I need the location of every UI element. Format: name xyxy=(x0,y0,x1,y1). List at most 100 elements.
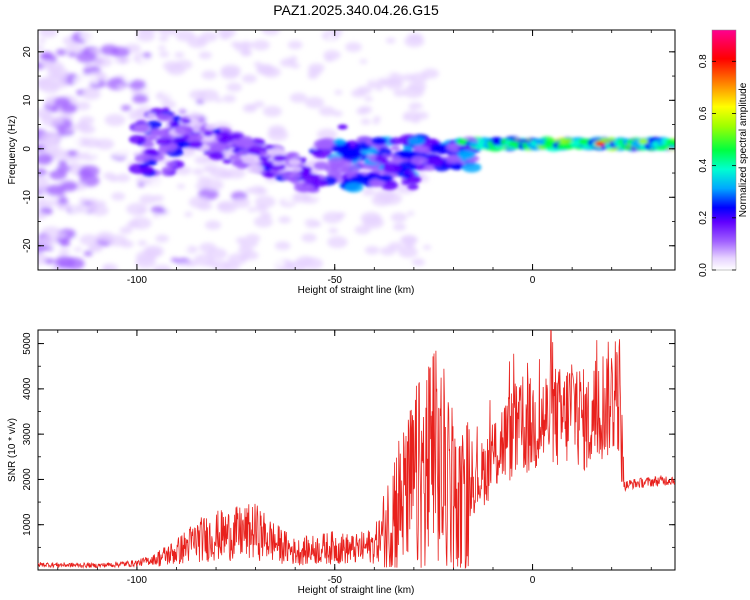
spectrogram-speckle xyxy=(59,240,71,247)
spectrogram-speckle xyxy=(195,99,205,105)
spectrogram-speckle xyxy=(313,221,322,227)
spectrogram-speckle xyxy=(269,249,289,261)
spectrogram-speckle xyxy=(241,74,258,84)
spectrogram-speckle xyxy=(162,86,182,98)
spectrogram-speckle xyxy=(85,204,95,210)
spectrogram-speckle xyxy=(204,179,224,191)
snr-frame xyxy=(37,329,676,571)
spectrogram-speckle xyxy=(328,227,339,234)
spectrogram-blob xyxy=(407,183,419,190)
spectrogram-speckle xyxy=(60,103,78,114)
spectrogram-speckle xyxy=(115,173,131,183)
spectrogram-speckle xyxy=(360,118,371,125)
spectrogram-speckle xyxy=(103,172,116,180)
spectrogram-speckle xyxy=(299,222,307,228)
spectrogram-speckle xyxy=(422,244,432,250)
spectrogram-speckle xyxy=(120,104,132,112)
spectrogram-speckle xyxy=(401,73,416,82)
spectrogram-speckle xyxy=(316,128,338,141)
colorbar-tick-label: 0.8 xyxy=(698,54,709,68)
spectrogram-speckle xyxy=(143,248,161,258)
spectrogram-speckle xyxy=(38,201,45,209)
spectrogram-speckle xyxy=(157,30,178,36)
spectrogram-speckle xyxy=(262,105,282,117)
spectrogram-speckle xyxy=(238,245,254,255)
spectrogram-blob xyxy=(371,136,388,146)
spectrogram-speckle xyxy=(170,257,179,263)
spectrogram-speckle xyxy=(126,202,148,216)
spectrogram-speckle xyxy=(90,78,100,85)
spectrogram-speckle xyxy=(67,52,77,58)
spectrogram-blob xyxy=(390,145,401,151)
spectrogram-speckle xyxy=(230,41,241,48)
spectrogram-speckle xyxy=(287,40,303,50)
spectrogram-speckle xyxy=(380,192,403,205)
spectrogram-speckle xyxy=(137,30,157,35)
snr-xtick-label: -100 xyxy=(127,575,147,586)
spectrogram-speckle xyxy=(57,159,68,166)
spectrogram-speckle xyxy=(88,243,104,253)
spectrogram-blob xyxy=(449,162,464,170)
spectrogram-speckle xyxy=(202,58,215,65)
spectrogram-speckle xyxy=(161,100,177,109)
spectrogram-blob xyxy=(139,166,155,174)
spectrogram-speckle xyxy=(390,78,399,84)
spectrogram-speckle xyxy=(107,234,128,247)
spectrogram-speckle xyxy=(102,265,112,270)
spectrogram-speckle xyxy=(215,98,223,103)
spectrogram-speckle xyxy=(362,216,384,229)
spectrogram-speckle xyxy=(421,68,439,79)
spectrogram-speckle xyxy=(247,207,256,213)
spectrogram-speckle xyxy=(264,185,272,190)
spectrogram-speckle xyxy=(368,238,379,245)
spectrogram-speckle xyxy=(359,105,373,114)
spectrogram-speckle xyxy=(196,39,204,44)
spectrogram-speckle xyxy=(278,216,291,224)
spectrogram-speckle xyxy=(291,212,301,219)
spectrogram-blob xyxy=(459,152,472,159)
spectrogram-frame xyxy=(37,29,676,271)
spectrogram-blob xyxy=(402,173,412,179)
spectrogram-speckle xyxy=(408,81,427,92)
spectrogram-blob xyxy=(162,107,170,112)
spectrogram-blob xyxy=(331,144,348,153)
spectrogram-speckle xyxy=(227,253,248,265)
spectrogram-speckle xyxy=(359,59,368,64)
spectrogram-blob xyxy=(203,131,213,137)
spectrogram-blob xyxy=(142,140,155,148)
spectrogram-speckle xyxy=(93,56,113,68)
spectrogram-speckle xyxy=(153,264,172,270)
spectrogram-blob xyxy=(382,163,402,174)
spectrogram-blob xyxy=(414,145,430,154)
spectrogram-blob xyxy=(298,169,312,177)
spectrogram-speckle xyxy=(277,51,293,60)
spectrogram-speckle xyxy=(322,211,343,224)
colorbar-tick-label: 0.6 xyxy=(698,106,709,120)
spectrogram-speckle xyxy=(327,236,348,249)
spectrogram-speckle xyxy=(45,184,66,196)
spectrogram-speckle xyxy=(41,177,50,183)
colorbar-tick-label: 0.0 xyxy=(698,263,709,277)
spectrogram-blob xyxy=(288,158,301,166)
spectrogram-speckle xyxy=(248,241,258,248)
spectrogram-speckle xyxy=(244,233,261,243)
spectrogram-speckle xyxy=(197,89,220,102)
snr-ylabel: SNR (10 * v/v) xyxy=(7,418,18,482)
spectrogram-blob xyxy=(327,156,347,167)
spectrogram-speckle xyxy=(213,260,231,270)
spectrogram-blob xyxy=(165,161,176,167)
spectrogram-speckle xyxy=(202,166,211,172)
spectrogram-speckle xyxy=(46,135,56,142)
spectrogram-blob xyxy=(246,163,264,174)
spectrogram-speckle xyxy=(46,82,59,90)
spectrogram-core xyxy=(128,107,675,194)
spectrogram-blob xyxy=(212,128,222,134)
spectrogram-speckle xyxy=(253,101,265,108)
spectrogram-speckle xyxy=(156,213,171,222)
spectrogram-speckle xyxy=(54,256,76,269)
spectrogram-speckle xyxy=(179,238,188,243)
spectrogram-speckle xyxy=(412,211,428,221)
colorbar xyxy=(711,29,737,271)
spectrogram-speckle xyxy=(181,246,190,252)
spectrogram-speckle xyxy=(176,184,186,189)
